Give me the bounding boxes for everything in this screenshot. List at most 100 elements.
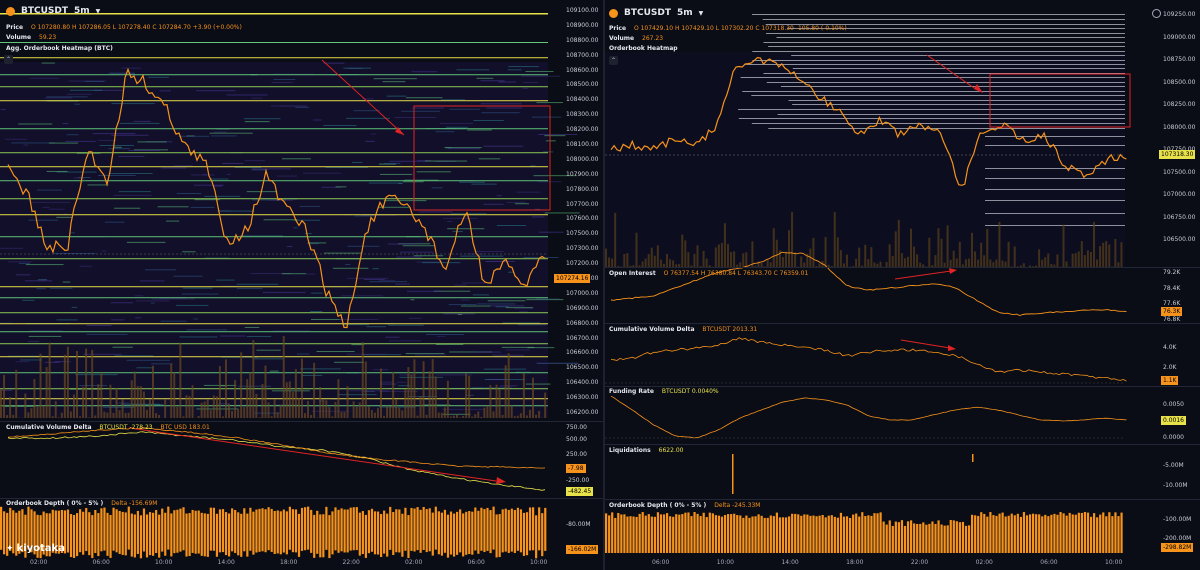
depth-bar [355, 507, 358, 551]
depth-bar [983, 513, 986, 553]
price-axis-label: 109000.00 [1163, 33, 1196, 41]
volume-bar [24, 393, 27, 418]
volume-bar [206, 399, 209, 418]
depth-bar [51, 509, 54, 553]
heatmap-liquidity-cell [75, 374, 118, 376]
price-axis-label: 107500.00 [1163, 168, 1196, 176]
volume-bar [340, 412, 343, 418]
heatmap-liquidity-cell [92, 133, 136, 135]
heatmap-liquidity-cell [507, 69, 522, 71]
heatmap-liquidity-cell [485, 261, 507, 263]
time-axis-label: 06:00 [467, 559, 485, 566]
depth-bar [797, 514, 800, 553]
heatmap-liquidity-cell [111, 103, 155, 105]
depth-bar [1065, 515, 1068, 553]
volume-bar [675, 264, 678, 267]
heatmap-liquidity-cell [457, 313, 463, 315]
annotation-arrow [321, 59, 405, 136]
panel-divider[interactable] [603, 0, 605, 570]
heatmap-liquidity-cell [323, 252, 362, 254]
heatmap-background [0, 62, 548, 418]
right-interval-label[interactable]: 5m [677, 8, 693, 18]
heatmap-liquidity-level [0, 236, 548, 238]
heatmap-liquidity-cell [483, 203, 504, 205]
heatmap-liquidity-cell [471, 387, 512, 389]
depth-bar [842, 516, 846, 553]
volume-bar [422, 361, 425, 418]
heatmap-liquidity-cell [348, 67, 363, 69]
heatmap-liquidity-cell [312, 119, 322, 121]
heatmap-liquidity-cell [323, 62, 345, 64]
volume-bar [328, 406, 331, 418]
volume-bar [1099, 246, 1102, 267]
heatmap-liquidity-cell [435, 131, 455, 133]
heatmap-liquidity-cell [495, 306, 509, 308]
heatmap-liquidity-cell [99, 145, 134, 147]
volume-bar [519, 413, 522, 418]
volume-bar [407, 367, 410, 418]
volume-bar [300, 358, 303, 418]
heatmap-liquidity-cell [399, 376, 444, 378]
price-axis-label: 106700.00 [566, 334, 599, 342]
depth-bar [644, 515, 647, 553]
depth-bar [179, 508, 182, 552]
volume-bar [699, 266, 702, 267]
heatmap-liquidity-level [0, 286, 548, 288]
heatmap-liquidity-cell [2, 405, 36, 407]
volume-bar [267, 402, 270, 418]
depth-bar [656, 512, 660, 553]
volume-bar [145, 409, 148, 418]
heatmap-liquidity-cell [135, 300, 170, 302]
depth-bar [401, 513, 404, 557]
volume-bar [209, 410, 212, 418]
depth-bar [1038, 514, 1041, 553]
heatmap-liquidity-cell [293, 219, 321, 221]
depth-bar [246, 513, 249, 557]
volume-bar [404, 389, 407, 418]
heatmap-liquidity-cell [544, 212, 580, 214]
heatmap-liquidity-cell [66, 93, 92, 95]
right-chart-canvas[interactable] [605, 0, 1200, 570]
heatmap-liquidity-level [0, 258, 548, 260]
volume-bar [410, 374, 413, 418]
left-symbol-selector[interactable]: BTCUSDT 5m ▼ [6, 6, 100, 16]
time-axis-label: 18:00 [846, 559, 864, 566]
depth-bar [54, 510, 57, 554]
depth-bar [696, 513, 699, 553]
heatmap-background [605, 52, 1125, 267]
volume-bar [650, 247, 653, 267]
heatmap-liquidity-level [740, 77, 1125, 78]
heatmap-liquidity-cell [119, 122, 160, 124]
collapse-icon[interactable]: ⌃ [609, 56, 618, 65]
depth-bar [182, 507, 185, 551]
heatmap-liquidity-cell [113, 194, 152, 196]
price-axis-label: 106500.00 [1163, 236, 1196, 243]
volume-bar [751, 241, 754, 267]
depth-bar [282, 509, 285, 553]
heatmap-liquidity-cell [466, 253, 485, 255]
volume-bar [1117, 262, 1120, 267]
bitcoin-icon [609, 8, 618, 18]
volume-bar [176, 406, 179, 418]
depth-bar [882, 521, 885, 553]
left-interval-label[interactable]: 5m [74, 6, 90, 16]
depth-bar [541, 513, 544, 557]
heatmap-liquidity-cell [460, 305, 491, 307]
left-chart-canvas[interactable] [0, 0, 603, 570]
chevron-down-icon[interactable]: ▼ [698, 9, 704, 17]
volume-bar [757, 261, 760, 267]
heatmap-liquidity-level [0, 198, 548, 200]
depth-bar [1059, 512, 1062, 553]
price-axis-label: 107200.00 [566, 260, 599, 268]
heatmap-liquidity-cell [157, 206, 189, 208]
heatmap-liquidity-level [751, 95, 1125, 96]
collapse-icon[interactable]: ⌃ [4, 55, 13, 64]
left-cvd-tag2: -482.45 [566, 487, 594, 496]
heatmap-liquidity-cell [139, 280, 165, 282]
depth-bar [919, 523, 922, 553]
settings-icon[interactable] [1152, 9, 1161, 18]
volume-bar [389, 406, 392, 418]
chevron-down-icon[interactable]: ▼ [95, 7, 101, 15]
heatmap-liquidity-cell [346, 117, 390, 119]
right-symbol-selector[interactable]: BTCUSDT 5m ▼ [609, 8, 703, 18]
